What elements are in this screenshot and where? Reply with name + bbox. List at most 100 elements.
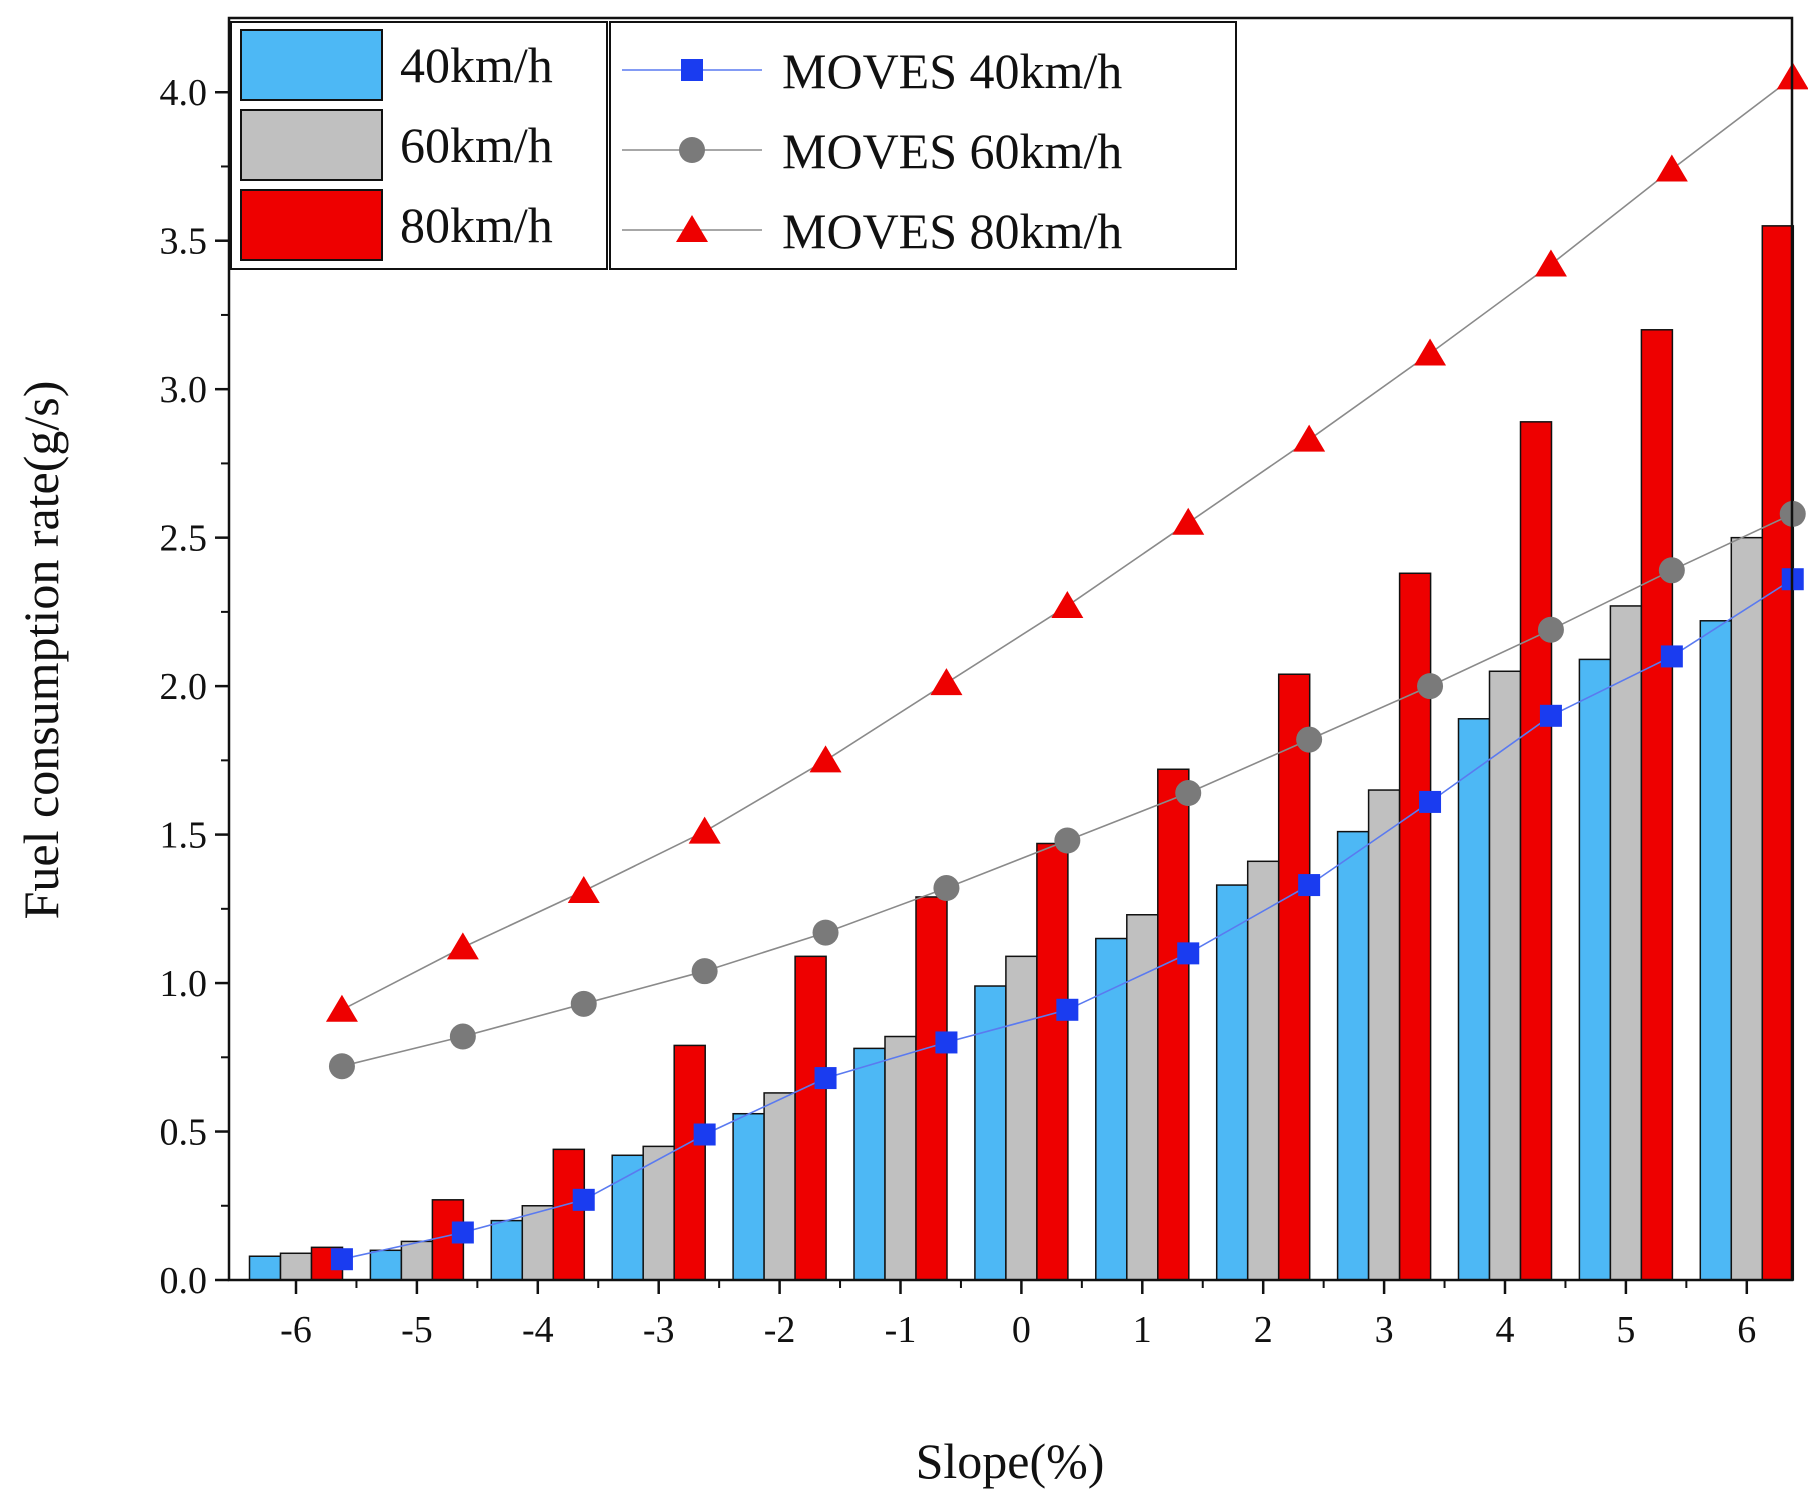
legend-swatch: [240, 29, 383, 101]
circle-marker: [1537, 616, 1564, 643]
bar: [974, 985, 1007, 1281]
legend-label: MOVES 80km/h: [782, 203, 1122, 259]
bar: [279, 1252, 313, 1281]
legend-label: 80km/h: [400, 197, 553, 253]
bar: [673, 1044, 706, 1281]
circle-marker: [1175, 780, 1202, 807]
x-tick-label: -6: [280, 1309, 312, 1351]
square-marker: [935, 1031, 958, 1054]
legend-triangle-marker: [676, 215, 708, 242]
x-tick-label: 3: [1375, 1309, 1394, 1351]
x-tick-label: -3: [643, 1309, 675, 1351]
y-tick-label: 0.0: [160, 1260, 208, 1302]
bar: [732, 1112, 765, 1281]
circle-marker: [570, 990, 597, 1017]
legend-label: MOVES 60km/h: [782, 123, 1122, 179]
legend-label: 40km/h: [400, 37, 553, 93]
square-marker: [1177, 942, 1200, 965]
bar: [853, 1047, 886, 1281]
square-marker: [451, 1221, 474, 1244]
x-tick-label: 4: [1496, 1309, 1515, 1351]
bar: [1488, 670, 1522, 1281]
bar: [552, 1148, 586, 1281]
bar: [1005, 955, 1038, 1281]
bar: [1457, 718, 1491, 1281]
bar: [1578, 658, 1612, 1281]
circle-marker: [1296, 726, 1323, 753]
y-tick-label: 2.5: [160, 518, 208, 560]
bar: [369, 1249, 403, 1281]
y-tick-label: 2.0: [160, 666, 208, 708]
bar: [490, 1219, 524, 1281]
bar: [1277, 673, 1311, 1281]
bar: [1367, 789, 1401, 1281]
square-marker: [1539, 704, 1562, 727]
bar: [400, 1240, 434, 1281]
x-tick-label: -4: [522, 1309, 554, 1351]
bar: [521, 1205, 555, 1281]
square-marker: [572, 1188, 595, 1211]
bar: [1640, 329, 1674, 1281]
triangle-marker: [1172, 507, 1205, 535]
triangle-marker: [1655, 154, 1688, 182]
triangle-marker: [809, 745, 842, 773]
square-marker: [1298, 874, 1321, 897]
bar: [1095, 937, 1128, 1281]
legend-label: 60km/h: [400, 117, 553, 173]
legend-circle-marker: [679, 137, 705, 163]
y-tick-label: 3.5: [160, 221, 208, 263]
x-tick-label: -1: [885, 1309, 917, 1351]
x-tick-label: 0: [1012, 1309, 1031, 1351]
triangle-marker: [1051, 590, 1084, 618]
circle-marker: [1054, 827, 1081, 854]
square-marker: [1660, 645, 1683, 668]
x-tick-label: 5: [1616, 1309, 1635, 1351]
legend-swatch: [240, 109, 383, 181]
bar: [915, 896, 948, 1281]
square-marker: [1419, 790, 1442, 813]
bar: [763, 1092, 796, 1281]
legend-lines-box: [609, 21, 1237, 270]
bar: [1336, 830, 1370, 1281]
circle-marker: [691, 958, 718, 985]
triangle-marker: [930, 668, 963, 696]
bar: [642, 1145, 675, 1281]
circle-marker: [812, 919, 839, 946]
legend: 40km/h 60km/h 80km/h MOVES 40km/h MOVES 60km…: [230, 21, 1237, 270]
x-axis-title: Slope(%): [916, 1433, 1105, 1489]
x-tick-label: -2: [764, 1309, 796, 1351]
axes-layer: 0.0 0.5 1.0 1.5 2.0 2.5 3.0 3.5 4.0 -6 -5 -4 -3 -2 -1 0…: [160, 16, 1794, 1351]
x-tick-label: 6: [1737, 1309, 1756, 1351]
bar: [1730, 536, 1764, 1281]
triangle-marker: [688, 816, 721, 844]
x-tick-label: -5: [401, 1309, 433, 1351]
bar: [1519, 421, 1553, 1281]
bar: [1699, 620, 1733, 1281]
y-axis-title: Fuel consumption rate(g/s): [13, 381, 69, 920]
triangle-marker: [1414, 338, 1447, 366]
bar: [884, 1035, 917, 1281]
square-marker: [1056, 998, 1079, 1021]
bar: [248, 1255, 282, 1281]
bar: [611, 1154, 644, 1281]
legend-square-marker: [681, 59, 703, 81]
square-marker: [814, 1067, 837, 1090]
bar: [1398, 572, 1432, 1281]
y-tick-label: 0.5: [160, 1112, 208, 1154]
bar: [1157, 768, 1190, 1281]
bar: [1246, 860, 1280, 1281]
triangle-marker: [567, 876, 600, 904]
circle-marker: [933, 875, 960, 902]
y-tick-label: 3.0: [160, 369, 208, 411]
lines-layer: [325, 62, 1808, 1271]
bar: [1761, 225, 1795, 1281]
x-tick-label: 2: [1254, 1309, 1273, 1351]
circle-marker: [449, 1023, 476, 1050]
legend-label: MOVES 40km/h: [782, 43, 1122, 99]
bar: [1215, 884, 1249, 1281]
triangle-marker: [1293, 424, 1326, 452]
bar: [1036, 842, 1069, 1281]
y-tick-label: 1.5: [160, 815, 208, 857]
triangle-marker: [446, 932, 479, 960]
